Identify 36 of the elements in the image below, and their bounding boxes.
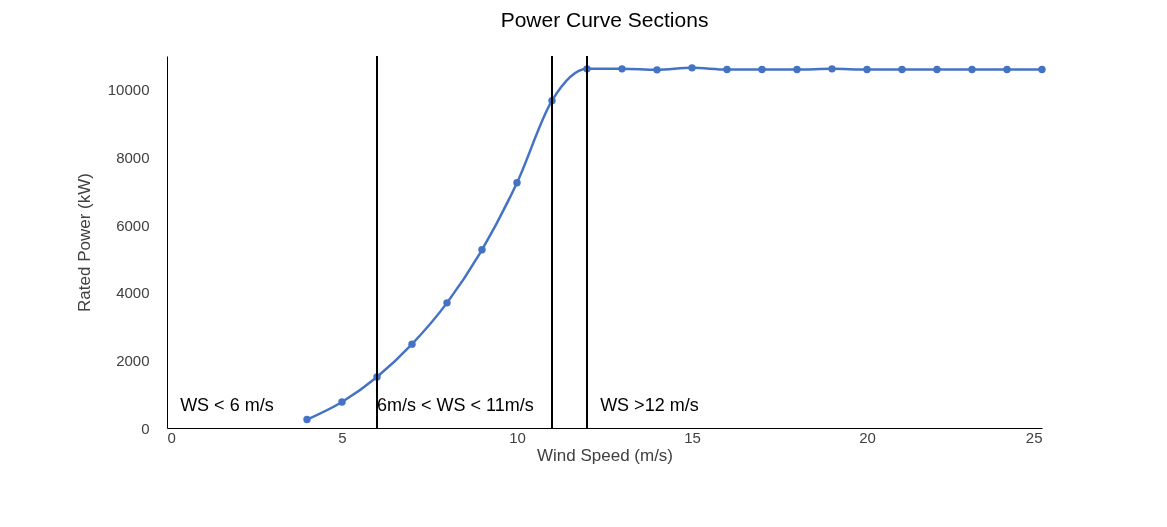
x-tick-label: 10 <box>509 428 526 446</box>
point <box>828 65 836 73</box>
point <box>723 65 731 74</box>
annotation: 6m/s < WS < 11m/s <box>377 395 534 415</box>
point <box>863 65 871 74</box>
x-axis-title: Wind Speed (m/s) <box>536 445 674 465</box>
point <box>338 398 346 406</box>
point <box>933 65 941 74</box>
chart-title: Power Curve Sections <box>500 8 709 31</box>
point <box>758 65 766 74</box>
point <box>408 340 416 348</box>
point <box>303 415 311 424</box>
x-tick-label: 0 <box>167 428 176 446</box>
point <box>898 65 906 74</box>
point <box>968 65 976 74</box>
point <box>1038 65 1046 74</box>
y-tick-label: 2000 <box>116 351 150 369</box>
point <box>618 65 626 73</box>
y-tick-label: 4000 <box>116 284 150 302</box>
x-tick-label: 15 <box>684 428 701 446</box>
x-tick-label: 5 <box>338 428 347 446</box>
point <box>1003 65 1011 74</box>
point <box>688 64 696 72</box>
y-axis-title: Rated Power (kW) <box>74 173 94 312</box>
x-tick-label: 20 <box>859 428 876 446</box>
point <box>443 299 451 307</box>
point <box>513 179 521 187</box>
annotation: WS >12 m/s <box>600 395 699 415</box>
point <box>478 246 486 254</box>
annotation: WS < 6 m/s <box>180 395 274 415</box>
point <box>653 66 661 74</box>
y-tick-label: 6000 <box>116 216 150 234</box>
y-tick-label: 8000 <box>116 148 150 166</box>
point <box>793 65 801 74</box>
x-tick-label: 25 <box>1025 428 1043 446</box>
y-tick-label: 10000 <box>107 81 150 99</box>
